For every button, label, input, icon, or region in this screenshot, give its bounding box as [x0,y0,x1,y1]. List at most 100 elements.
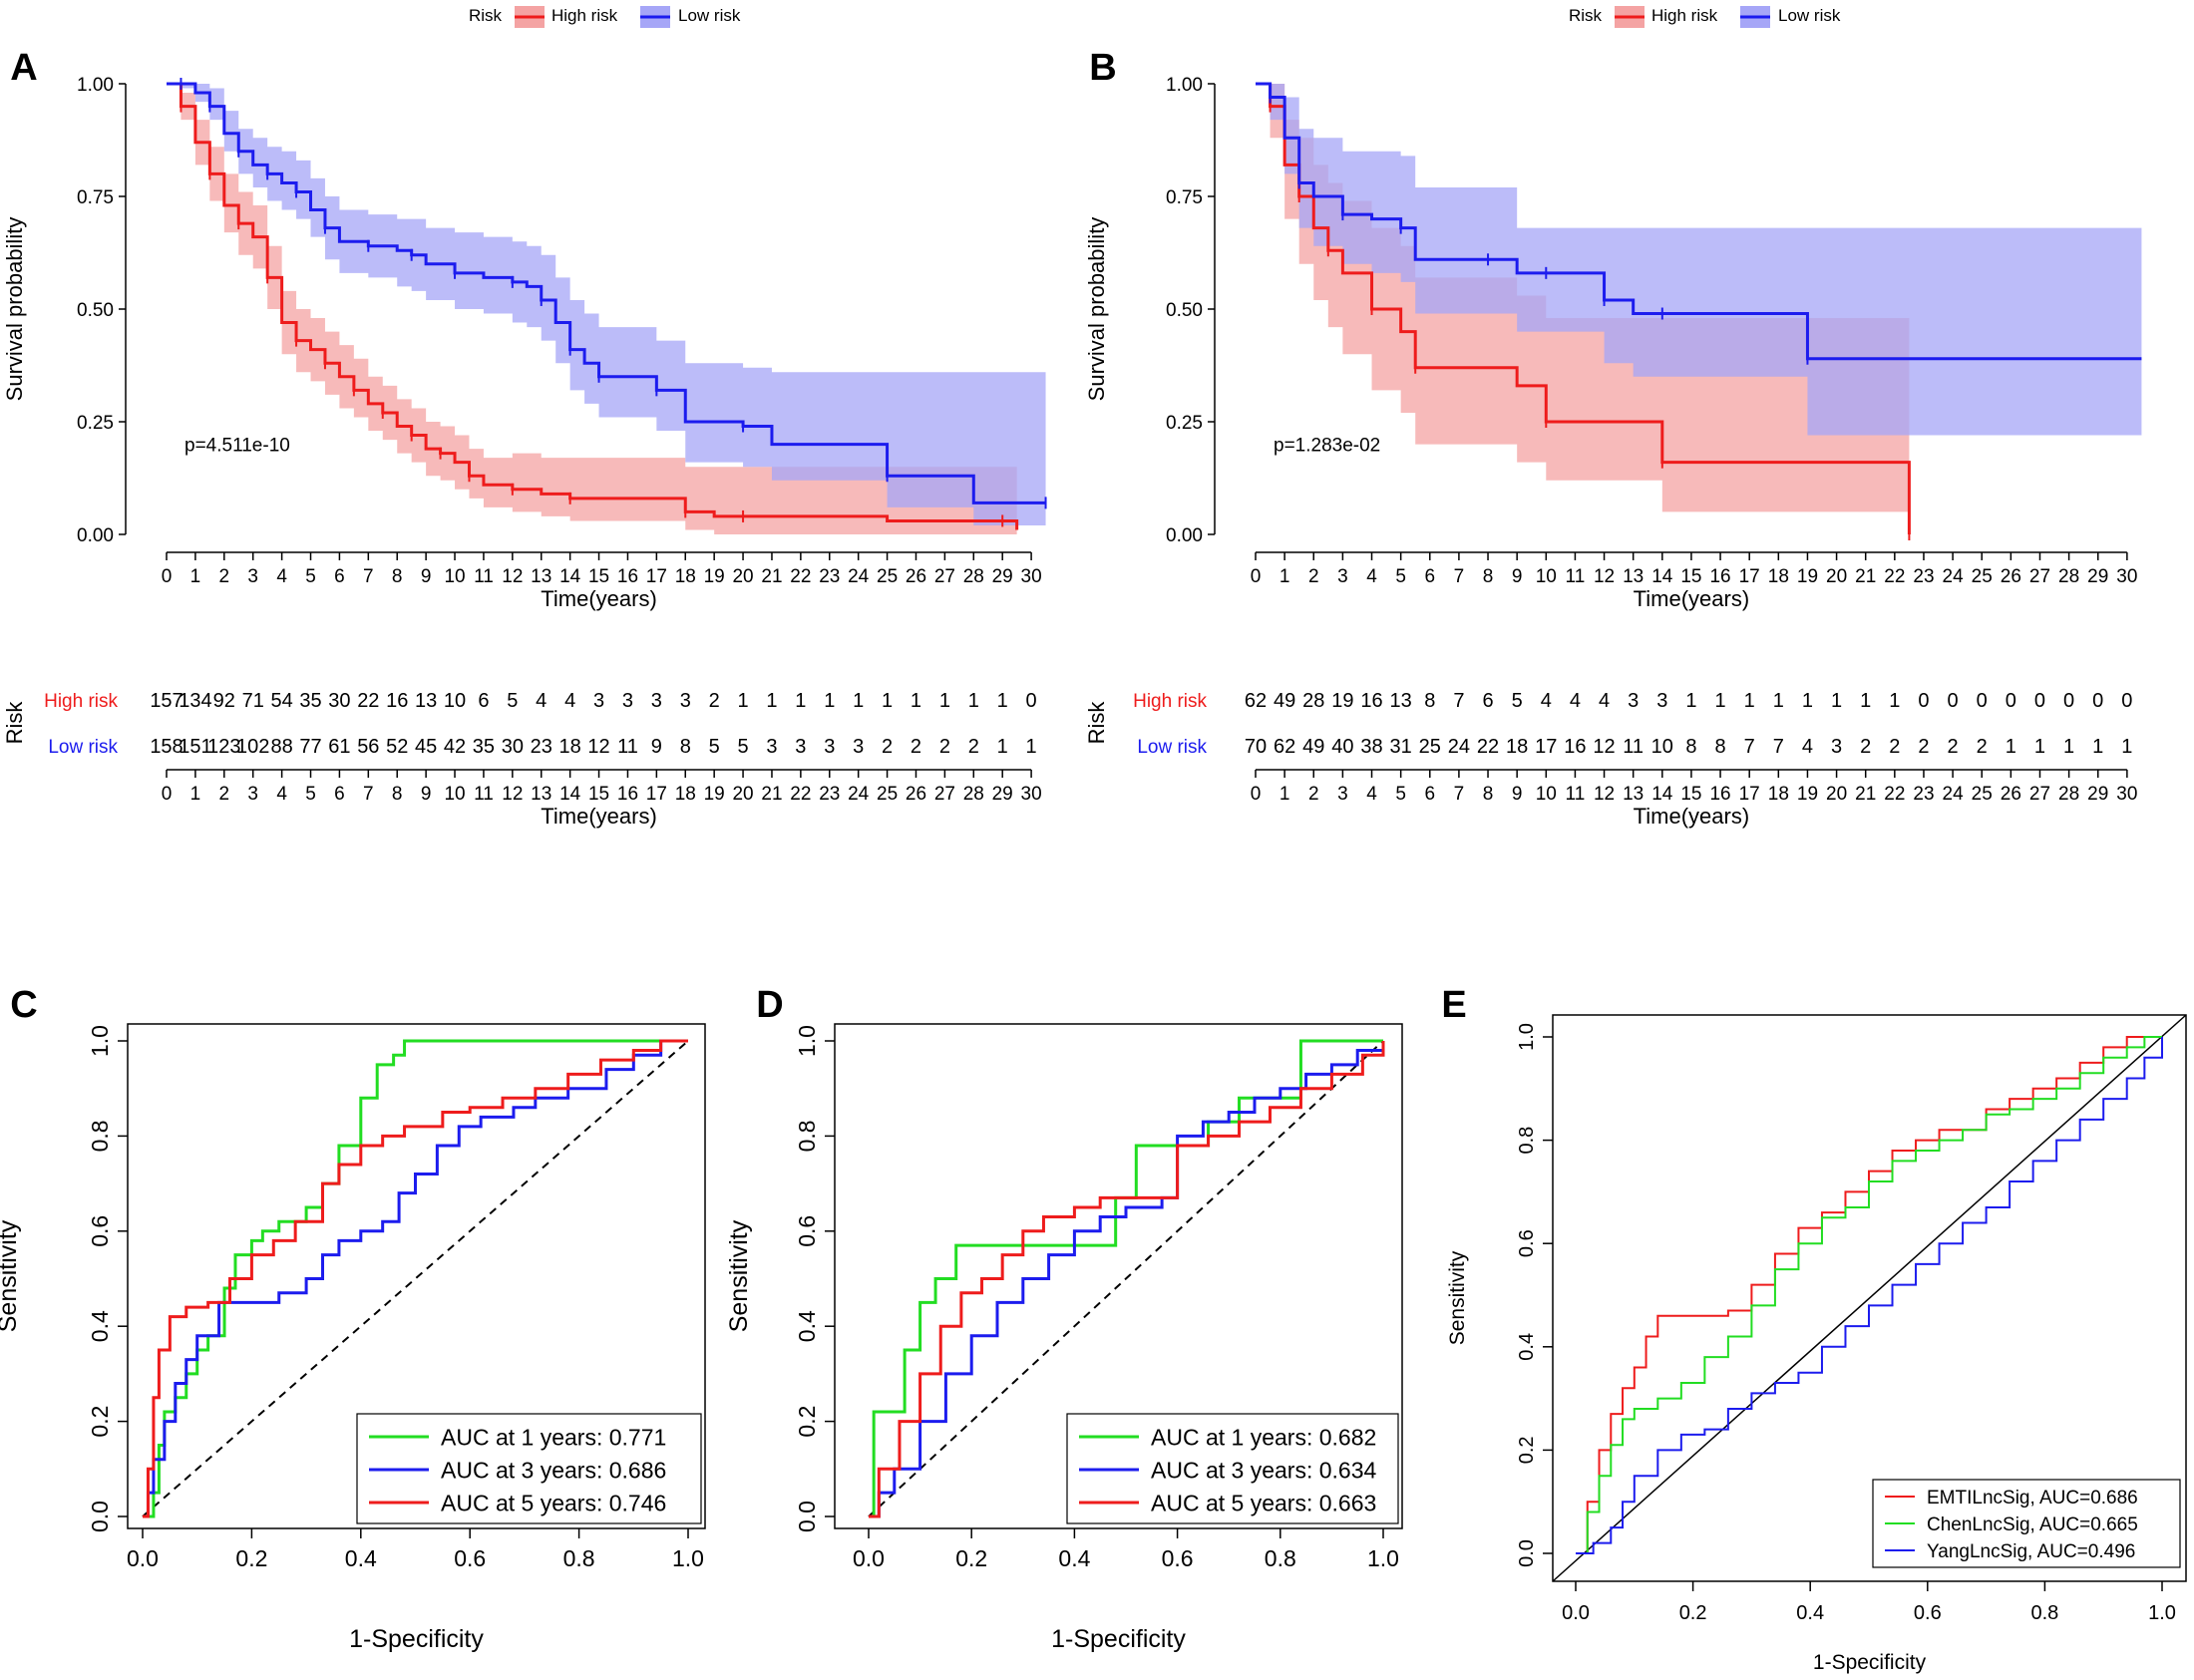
x-tick-label: 4 [276,566,287,587]
y-tick-label: 0.0 [1516,1539,1538,1567]
x-tick-label: 0.2 [1679,1602,1707,1624]
risk-count-high: 54 [270,690,292,712]
ci-band-high-risk [167,84,1017,534]
y-tick-label: 0.00 [1166,525,1203,546]
plot-frame [834,1023,1403,1529]
x-tick-label: 0.4 [345,1545,377,1571]
legend-title: Risk [469,6,503,25]
roc-legend-box [1872,1479,2181,1568]
risk-x-tick-label: 24 [848,784,870,805]
risk-x-tick-label: 29 [992,784,1013,805]
panel-label-e: E [1441,984,1466,1026]
x-tick-label: 2 [219,566,230,587]
y-tick-label: 0.8 [1516,1127,1538,1155]
risk-x-tick-label: 15 [1680,784,1701,805]
y-tick-label: 0.0 [794,1501,820,1532]
y-tick-label: 0.00 [77,525,114,546]
risk-x-tick-label: 13 [1623,784,1644,805]
risk-x-tick-label: 7 [363,784,374,805]
x-tick-label: 29 [2087,566,2108,587]
risk-x-tick-label: 23 [1913,784,1934,805]
x-axis-title: Time(years) [541,586,657,611]
risk-count-high: 1 [738,690,749,712]
x-tick-label: 30 [1021,566,1042,587]
risk-x-tick-label: 23 [819,784,840,805]
legend-title: Risk [1569,6,1603,25]
risk-count-high: 19 [1331,690,1353,712]
y-tick-label: 0.4 [794,1310,820,1342]
risk-count-low: 2 [1918,736,1929,758]
legend-low-label: Low risk [1778,6,1841,25]
x-tick-label: 25 [1972,566,1993,587]
risk-count-high: 134 [179,690,211,712]
risk-count-low: 24 [1448,736,1470,758]
x-tick-label: 21 [761,566,782,587]
roc-legend-label: YangLncSig, AUC=0.496 [1927,1541,2135,1562]
risk-count-high: 13 [415,690,437,712]
risk-x-tick-label: 22 [1884,784,1905,805]
risk-x-tick-label: 20 [732,784,753,805]
x-tick-label: 0.6 [1162,1545,1194,1571]
x-tick-label: 4 [1366,566,1377,587]
x-tick-label: 0.6 [1914,1602,1942,1624]
risk-x-tick-label: 10 [444,784,465,805]
risk-count-high: 1 [939,690,950,712]
x-tick-label: 1 [190,566,201,587]
risk-count-high: 1 [853,690,864,712]
risk-count-low: 12 [1593,736,1615,758]
risk-x-tick-label: 9 [1512,784,1523,805]
risk-x-tick-label: 1 [190,784,201,805]
risk-count-low: 123 [207,736,240,758]
panel-label-a: A [10,47,37,89]
risk-count-low: 31 [1390,736,1412,758]
risk-count-low: 1 [2063,736,2074,758]
risk-count-high: 3 [651,690,662,712]
risk-count-high: 0 [1026,690,1037,712]
risk-x-tick-label: 27 [2029,784,2050,805]
x-tick-label: 27 [934,566,955,587]
x-tick-label: 1.0 [1367,1545,1399,1571]
risk-table-y-title: Risk [2,701,27,745]
risk-count-low: 2 [1977,736,1988,758]
x-tick-label: 23 [1913,566,1934,587]
risk-x-tick-label: 22 [790,784,811,805]
risk-x-tick-label: 11 [474,784,494,805]
risk-count-high: 1 [1685,690,1696,712]
risk-x-tick-label: 15 [588,784,609,805]
roc-curve-3 [1576,1037,2163,1554]
x-tick-label: 30 [2116,566,2137,587]
roc-legend-label: EMTILncSig, AUC=0.686 [1927,1488,2138,1509]
risk-count-low: 88 [270,736,292,758]
x-tick-label: 29 [992,566,1013,587]
y-tick-label: 0.25 [1166,413,1203,434]
panel-label-c: C [10,984,37,1026]
risk-count-high: 6 [1482,690,1493,712]
risk-count-low: 2 [968,736,979,758]
y-tick-label: 0.2 [87,1406,113,1438]
legend-low-label: Low risk [678,6,741,25]
x-tick-label: 0.2 [235,1545,267,1571]
risk-count-high: 1 [882,690,893,712]
x-tick-label: 22 [790,566,811,587]
risk-count-low: 2 [882,736,893,758]
x-tick-label: 20 [732,566,753,587]
risk-count-high: 0 [1918,690,1929,712]
risk-x-tick-label: 16 [617,784,638,805]
y-tick-label: 0.75 [1166,187,1203,208]
risk-count-high: 4 [1570,690,1581,712]
x-axis-title: Time(years) [1634,586,1750,611]
risk-x-tick-label: 3 [1337,784,1348,805]
panel-label-d: D [756,984,783,1026]
risk-count-low: 49 [1302,736,1324,758]
roc-legend-label: AUC at 5 years: 0.663 [1151,1490,1376,1515]
x-tick-label: 0.2 [955,1545,987,1571]
x-tick-label: 23 [819,566,840,587]
risk-count-low: 18 [559,736,581,758]
y-tick-label: 1.0 [87,1025,113,1057]
x-tick-label: 0.0 [127,1545,159,1571]
roc-curve-1 [143,1039,688,1518]
x-tick-label: 16 [1709,566,1730,587]
y-tick-label: 0.2 [1516,1436,1538,1464]
risk-x-tick-label: 7 [1454,784,1465,805]
risk-count-high: 1 [968,690,979,712]
